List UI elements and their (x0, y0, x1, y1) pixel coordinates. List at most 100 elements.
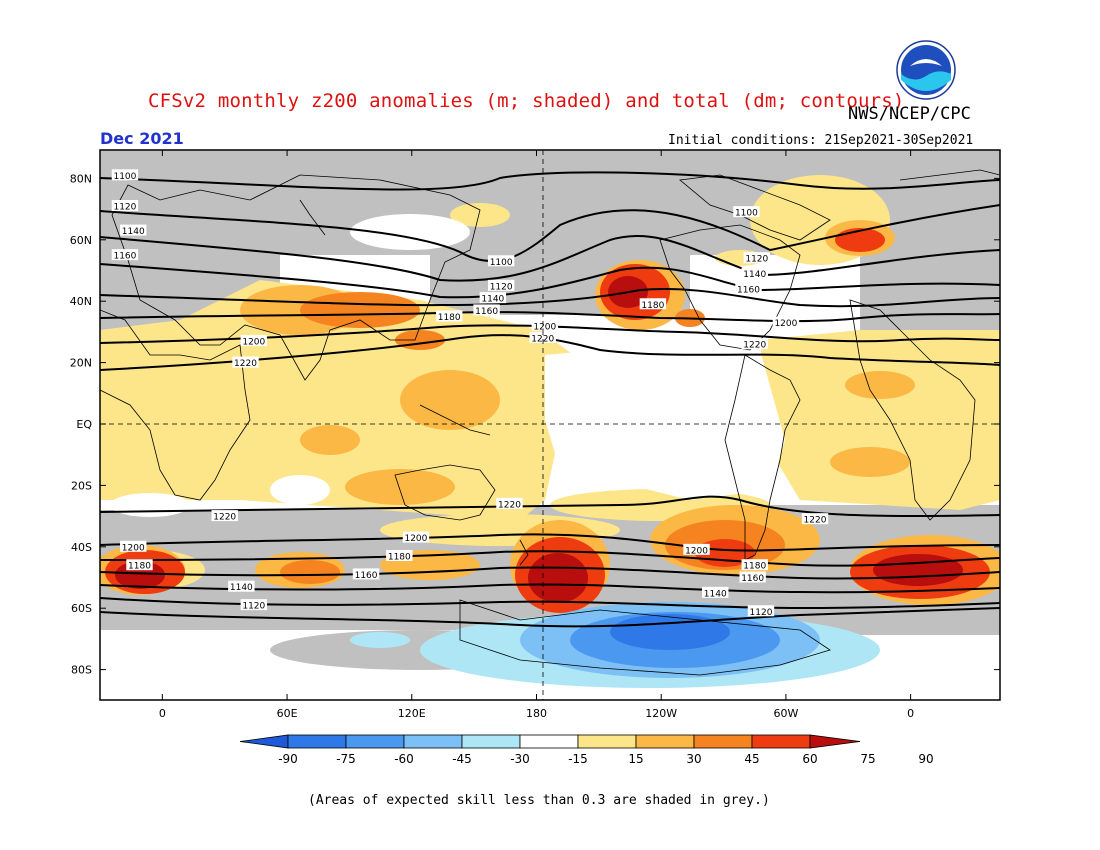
svg-text:1120: 1120 (113, 203, 136, 213)
contour-label: 1220 (801, 513, 829, 526)
colorbar-label: -75 (336, 752, 356, 766)
colorbar-label: 30 (686, 752, 701, 766)
lon-label: 60E (277, 707, 298, 720)
longitude-axis: 0 60E 120E 180 120W 60W 0 (159, 150, 914, 720)
coastlines (100, 169, 1000, 676)
colorbar-label: -45 (452, 752, 472, 766)
lon-label: 0 (159, 707, 166, 720)
lat-label: 80S (71, 664, 92, 677)
contour-label: 1200 (531, 319, 559, 332)
svg-text:1220: 1220 (498, 500, 521, 510)
anomaly-shading (100, 150, 1000, 688)
contour-label: 1200 (683, 543, 710, 556)
svg-text:1180: 1180 (438, 313, 461, 323)
latitude-axis: 80N 60N 40N 20N EQ 20S 40S 60S 80S (70, 172, 1000, 677)
lat-label: 20S (71, 479, 92, 492)
colorbar-label: -15 (568, 752, 588, 766)
lat-label: 20N (70, 357, 92, 370)
colorbar-arrow-low (239, 734, 289, 749)
contour-label: 1160 (473, 304, 500, 317)
svg-text:1120: 1120 (750, 608, 773, 618)
contour-label: 1200 (240, 335, 268, 348)
contour-label: 1180 (639, 298, 667, 311)
height-contours (100, 171, 1000, 628)
lat-label: 40N (70, 295, 92, 308)
svg-text:1220: 1220 (743, 341, 766, 351)
colorbar-label: -60 (394, 752, 414, 766)
svg-text:1120: 1120 (242, 602, 265, 612)
svg-text:1100: 1100 (490, 258, 513, 268)
colorbar-swatch (577, 734, 637, 749)
svg-text:1140: 1140 (230, 583, 253, 593)
contour-label: 1180 (386, 550, 413, 563)
svg-text:1160: 1160 (113, 252, 136, 262)
svg-text:1100: 1100 (113, 172, 136, 182)
svg-text:1120: 1120 (490, 282, 513, 292)
svg-text:1160: 1160 (737, 285, 760, 295)
colorbar-swatch (635, 734, 695, 749)
svg-text:1140: 1140 (743, 270, 766, 280)
contour-label: 1180 (126, 559, 153, 572)
map-frame (99, 149, 1001, 701)
colorbar-label: -90 (278, 752, 298, 766)
svg-text:1140: 1140 (122, 227, 145, 237)
contour-label: 1220 (211, 510, 238, 523)
svg-text:1220: 1220 (804, 516, 827, 526)
colorbar-label: 45 (744, 752, 759, 766)
chart-title: CFSv2 monthly z200 anomalies (m; shaded)… (148, 90, 905, 112)
lon-label: 120E (398, 707, 426, 720)
contour-label: 1140 (741, 267, 768, 280)
colorbar-label: -30 (510, 752, 530, 766)
svg-text:1220: 1220 (213, 513, 236, 523)
svg-text:1120: 1120 (745, 255, 768, 265)
colorbar-swatch (519, 734, 579, 749)
contour-label: 1100 (111, 169, 139, 182)
svg-text:1200: 1200 (404, 534, 427, 544)
colorbar-label: 90 (918, 752, 933, 766)
lat-label: 60S (71, 602, 92, 615)
svg-text:1160: 1160 (355, 571, 378, 581)
contour-label: 1180 (435, 310, 463, 323)
lat-label: 40S (71, 541, 92, 554)
lat-label: EQ (76, 418, 92, 431)
svg-text:1200: 1200 (242, 338, 265, 348)
contour-label: 1200 (120, 540, 147, 553)
svg-text:1200: 1200 (122, 543, 145, 553)
svg-text:1140: 1140 (481, 295, 504, 305)
contour-label: 1100 (733, 206, 760, 219)
colorbar-swatch (345, 734, 405, 749)
svg-text:1180: 1180 (128, 562, 151, 572)
forecast-month: Dec 2021 (100, 129, 184, 148)
contour-label: 1120 (743, 252, 771, 265)
contour-label: 1220 (496, 497, 523, 510)
lon-label: 0 (907, 707, 914, 720)
contour-label: 1200 (402, 531, 430, 544)
colorbar-swatch (693, 734, 753, 749)
colorbar-swatch (751, 734, 811, 749)
svg-text:1200: 1200 (533, 322, 556, 332)
contour-label: 1120 (487, 279, 515, 292)
lon-label: 60W (773, 707, 798, 720)
colorbar-swatch (461, 734, 521, 749)
contour-label: 1160 (352, 568, 380, 581)
contour-label: 1120 (111, 200, 139, 213)
colorbar-label: 60 (802, 752, 817, 766)
initial-conditions: Initial conditions: 21Sep2021-30Sep2021 (668, 133, 974, 148)
contour-label: 1200 (772, 316, 800, 329)
contour-label: 1160 (739, 571, 766, 584)
contour-label: 1140 (120, 224, 147, 237)
lat-label: 80N (70, 172, 92, 185)
svg-text:1220: 1220 (234, 359, 257, 369)
agency-label: NWS/NCEP/CPC (848, 104, 971, 124)
svg-text:1160: 1160 (475, 307, 498, 317)
svg-text:1180: 1180 (388, 553, 411, 563)
noaa-logo-icon (896, 40, 956, 100)
contour-label: 1220 (741, 338, 768, 351)
lat-label: 60N (70, 234, 92, 247)
contour-label: 1180 (741, 559, 768, 572)
contour-labels: 1100 1120 1140 1160 1100 1120 1140 1160 1180 1200… (111, 169, 829, 618)
contour-label: 1120 (747, 605, 775, 618)
lon-label: 180 (526, 707, 547, 720)
svg-text:1200: 1200 (685, 546, 708, 556)
colorbar-swatch (403, 734, 463, 749)
